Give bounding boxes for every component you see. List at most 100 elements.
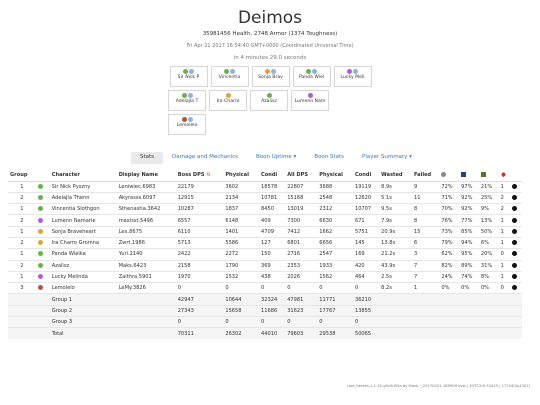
profession-icon <box>189 69 194 74</box>
squad-member-card[interactable]: Lemolelo <box>168 114 206 135</box>
group-summary-row: Group 2 27343 15658 11686 31623 17767 13855 <box>8 304 522 317</box>
group-value: 0 <box>259 316 286 328</box>
row-display-name: Sthenastia.3642 <box>116 203 176 215</box>
squad-member-name: Adelajla T <box>175 99 199 104</box>
profession-icon <box>230 69 235 74</box>
table-row[interactable]: 1 Lucky Melinda Zaithra.5901 1970 1532 438 202… <box>8 270 522 283</box>
empty-cell <box>379 304 412 317</box>
squad-member-card[interactable]: Vincentia <box>210 66 249 87</box>
profession-icon <box>266 93 272 98</box>
group-value: 15658 <box>223 304 260 317</box>
might-icon <box>461 172 467 178</box>
row-value: 1933 <box>317 259 353 272</box>
col-down[interactable] <box>439 170 460 182</box>
death-icon-cell <box>510 191 522 204</box>
squad-member-card[interactable]: Panda Wiel <box>292 66 331 87</box>
row-group: 2 <box>8 191 36 204</box>
squad-member-name: Sir Nick P <box>177 75 200 80</box>
row-character: Panda Wielka <box>49 248 117 261</box>
col-failed[interactable]: Failed <box>411 170 440 182</box>
death-icon-cell <box>510 248 522 261</box>
col-all-physical[interactable]: Physical <box>317 170 353 182</box>
empty-cell <box>510 327 522 340</box>
table-row[interactable]: 1 Vincentia Slothgon Sthenastia.3642 10287 1… <box>8 203 522 215</box>
squad-member-card[interactable]: Azalisz <box>250 90 288 111</box>
group-value: 0 <box>223 316 260 328</box>
row-value: 19119 <box>352 180 380 193</box>
row-value: 8% <box>478 270 499 283</box>
profession-icon-cell <box>35 236 50 249</box>
table-row[interactable]: 2 Lumenn Namarie maxisst.5496 6557 6148 409 73… <box>8 214 522 227</box>
profession-icon <box>306 69 311 74</box>
table-row[interactable]: 1 Sir Nick Pyszny Leniwiec.6983 22179 3602 18… <box>8 180 522 193</box>
col-wasted[interactable]: Wasted <box>379 170 412 182</box>
table-row[interactable]: 1 Sonja Braveheart Lex.8675 6110 1401 4709 741… <box>8 225 522 238</box>
row-value: 21.2s <box>379 248 412 261</box>
col-quickness[interactable] <box>498 170 511 182</box>
tab-stats[interactable]: Stats <box>131 152 164 164</box>
table-row[interactable]: 2 Azalisz Maks.6423 2158 1790 369 2353 1933 420 4… <box>8 259 522 272</box>
death-icon <box>512 194 518 200</box>
empty-cell <box>8 304 36 317</box>
col-boss-physical[interactable]: Physical <box>223 170 260 182</box>
death-icon-cell <box>510 203 522 215</box>
row-value: 0% <box>459 282 479 294</box>
squad-member-card[interactable]: Ira Charro <box>209 90 247 111</box>
squad-member-card[interactable]: Lumenn Nam <box>291 90 329 111</box>
table-row[interactable]: 3 Lemolelo LeMy.3826 0 0 0 0 0 0 8.2s 1 0% 0% 0% 0 <box>8 282 522 294</box>
squad-member-card[interactable]: Sir Nick P <box>169 66 208 87</box>
tab-boon-uptime[interactable]: Boon Uptime ▾ <box>256 154 297 160</box>
empty-cell <box>411 293 440 306</box>
col-group[interactable]: Group <box>8 170 36 182</box>
table-row[interactable]: 2 Adelajla Thenn Akyrasss.6097 12915 2134 107… <box>8 191 522 204</box>
group-value: 0 <box>317 316 353 328</box>
row-value: 92% <box>459 191 479 204</box>
table-row[interactable]: 2 Ira Charro Gromna Zwrt.1986 5713 5586 127 68… <box>8 236 522 249</box>
profession-icon-cell <box>35 214 50 227</box>
squad-member-card[interactable]: Lucky Meli <box>333 66 372 87</box>
tab-damage-and-mechanics[interactable]: Damage and Mechanics <box>172 154 239 160</box>
group-value: 10644 <box>223 293 260 306</box>
row-value: 5751 <box>352 225 380 238</box>
death-icon <box>512 285 518 291</box>
squad-member-card[interactable]: Sonja Brav <box>251 66 290 87</box>
col-might[interactable] <box>459 170 479 182</box>
profession-icon <box>271 69 276 74</box>
row-group: 1 <box>8 203 36 215</box>
group-summary-row: Group 1 42947 10644 32324 47981 11771 36210 <box>8 293 522 306</box>
row-value: 72% <box>439 180 460 193</box>
empty-cell <box>459 316 479 328</box>
row-value: 2547 <box>317 248 353 261</box>
col-deaths[interactable] <box>510 170 522 182</box>
col-character[interactable]: Character <box>49 170 117 182</box>
death-icon-cell <box>510 180 522 193</box>
row-value: 13019 <box>285 203 318 215</box>
profession-icon <box>37 285 43 291</box>
group-value: 11686 <box>259 304 286 317</box>
squad-member-name: Sonja Brav <box>258 75 283 80</box>
row-value: 20% <box>478 248 499 261</box>
col-display-name[interactable]: Display Name <box>116 170 176 182</box>
row-value: 6148 <box>223 214 260 227</box>
row-value: 3688 <box>317 180 353 193</box>
row-value: 7 <box>411 259 440 272</box>
tab-boon-stats[interactable]: Boon Stats <box>314 154 344 160</box>
row-value: 369 <box>259 259 286 272</box>
col-all-dps[interactable]: All DPS <box>285 170 318 182</box>
tab-player-summary[interactable]: Player Summary ▾ <box>362 154 412 160</box>
row-value: 15 <box>411 225 440 238</box>
empty-cell <box>116 327 176 340</box>
col-boss-condi[interactable]: Condi <box>259 170 286 182</box>
row-value: 6 <box>411 236 440 249</box>
empty-cell <box>116 316 176 328</box>
row-character: Sonja Braveheart <box>49 225 117 238</box>
group-value: 11771 <box>317 293 353 306</box>
row-value: 43.9s <box>379 259 412 272</box>
col-boss-dps[interactable]: Boss DPS ⇅ <box>175 170 224 182</box>
table-row[interactable]: 1 Panda Wielka Yuri.2140 2422 2272 150 2716 254… <box>8 248 522 261</box>
col-fury[interactable] <box>478 170 499 182</box>
squad-member-card[interactable]: Adelajla T <box>168 90 206 111</box>
row-display-name: Yuri.2140 <box>116 248 176 261</box>
col-all-condi[interactable]: Condi <box>352 170 380 182</box>
